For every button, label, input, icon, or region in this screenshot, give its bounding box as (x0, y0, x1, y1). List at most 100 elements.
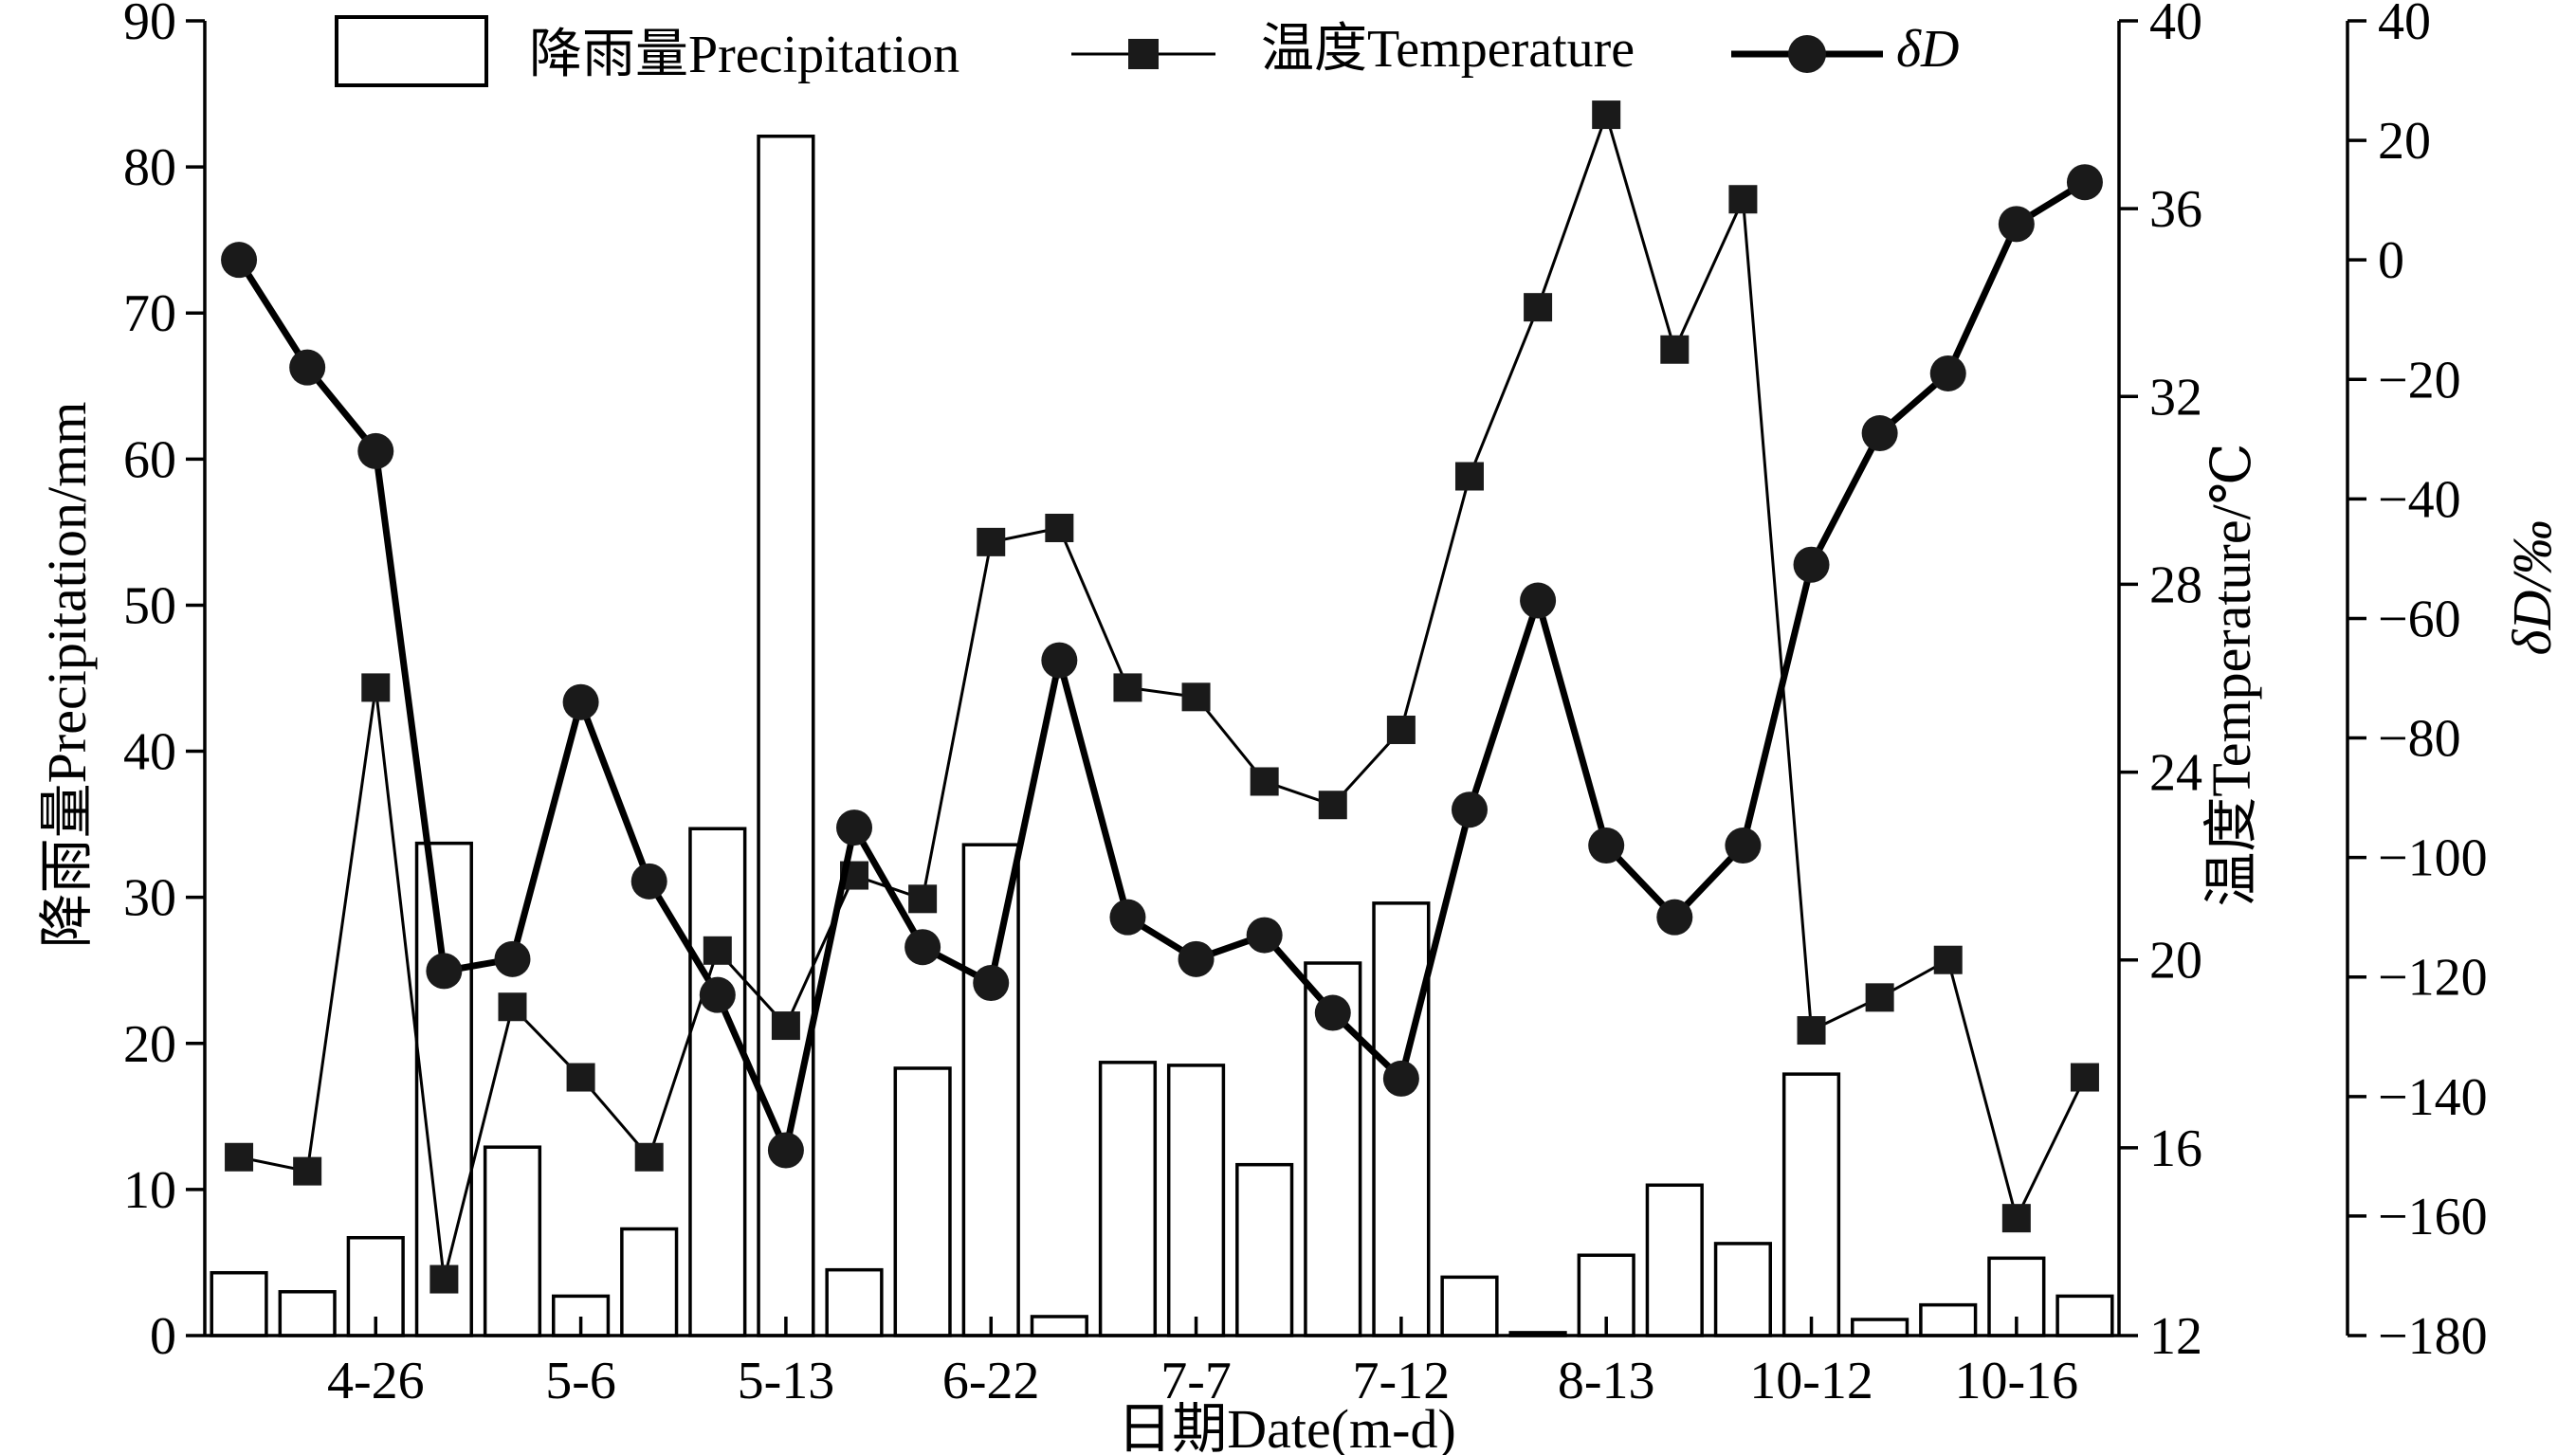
delta-d-point (904, 929, 941, 966)
delta-d-point (1793, 546, 1830, 583)
temperature-point (1045, 513, 1074, 542)
delta-d-point (630, 863, 667, 900)
temperature-point (293, 1156, 322, 1186)
precipitation-bar (414, 841, 473, 1337)
right2-tick-label: 0 (2378, 231, 2404, 290)
temperature-point (1524, 293, 1553, 322)
right1-tick-label: 32 (2149, 368, 2202, 427)
temperature-point (1933, 945, 1963, 974)
delta-d-point (1109, 899, 1146, 936)
left-tick-label: 0 (150, 1307, 176, 1366)
right2-tick-label: −40 (2378, 470, 2461, 529)
temperature-point (1797, 1016, 1826, 1046)
right1-tick-label: 24 (2149, 744, 2202, 803)
temperature-point (703, 936, 732, 965)
delta-d-point (1656, 899, 1693, 936)
delta-d-point (426, 953, 463, 990)
delta-d-point (1178, 940, 1215, 977)
temperature-point (1660, 335, 1690, 364)
right2-tick-label: −160 (2378, 1188, 2488, 1246)
temperature-series (225, 100, 2099, 1294)
left-tick-label: 10 (123, 1161, 176, 1220)
precipitation-bar (1440, 1275, 1499, 1337)
right1-tick-label: 28 (2149, 555, 2202, 614)
precipitation-bar (1030, 1315, 1088, 1337)
temperature-point (429, 1264, 459, 1294)
legend-dd-marker (1788, 35, 1826, 73)
precipitation-bar (1235, 1162, 1294, 1337)
temperature-point (634, 1142, 664, 1172)
temperature-point (2070, 1063, 2099, 1092)
temperature-point (1386, 715, 1416, 744)
x-tick-label: 8-13 (1558, 1352, 1655, 1410)
right1-tick-label: 16 (2149, 1119, 2202, 1178)
precipitation-bar (1304, 961, 1362, 1337)
temperature-point (1454, 462, 1484, 491)
delta-d-point (699, 976, 736, 1013)
right2-tick-label: 40 (2378, 0, 2431, 51)
delta-d-series (221, 164, 2103, 1169)
delta-d-point (1041, 642, 1078, 679)
x-tick-label: 10-12 (1749, 1352, 1873, 1410)
x-tick-label: 5-13 (738, 1352, 835, 1410)
precipitation-bar (278, 1290, 337, 1337)
temperature-point (1113, 673, 1142, 702)
temperature-point (1181, 682, 1211, 712)
delta-d-point (494, 940, 531, 977)
right2-axis-title: δD/‰ (2501, 520, 2563, 656)
precipitation-bar (1781, 1072, 1841, 1337)
delta-d-point (767, 1132, 804, 1169)
legend-temperature-marker (1128, 39, 1159, 69)
delta-d-point (1998, 206, 2035, 243)
delta-d-point (1588, 828, 1625, 864)
delta-d-point (1929, 355, 1966, 391)
left-axis-title: 降雨量Precipitation/mm (36, 402, 98, 949)
left-tick-label: 60 (123, 430, 176, 489)
x-tick-label: 4-26 (327, 1352, 425, 1410)
legend-precipitation-swatch (335, 15, 488, 87)
precipitation-bar (961, 843, 1020, 1337)
right2-tick-label: −100 (2378, 829, 2488, 888)
precipitation-bar (1372, 901, 1431, 1337)
temperature-point (1592, 100, 1621, 130)
legend-precipitation-label: 降雨量Precipitation (529, 26, 959, 84)
left-tick-label: 50 (123, 576, 176, 635)
right2-tick-label: 20 (2378, 112, 2431, 171)
temperature-point (1728, 185, 1758, 214)
delta-d-point (1861, 415, 1898, 452)
temperature-point (771, 1011, 800, 1041)
delta-d-point (1725, 828, 1762, 864)
x-tick-label: 7-7 (1160, 1352, 1232, 1410)
delta-d-point (1520, 582, 1557, 619)
delta-d-point (836, 809, 873, 846)
precipitation-bar (1919, 1302, 1978, 1337)
delta-d-point (1246, 917, 1283, 954)
delta-d-point (1314, 994, 1351, 1031)
delta-d-point (1382, 1060, 1419, 1097)
precipitation-bar (2055, 1294, 2114, 1337)
temperature-point (908, 884, 938, 914)
x-tick-label: 10-16 (1955, 1352, 2079, 1410)
right1-axis-title: 温度Temperature/℃ (2201, 443, 2262, 906)
right1-tick-label: 20 (2149, 932, 2202, 991)
delta-d-point (289, 349, 326, 386)
left-tick-label: 20 (123, 1015, 176, 1074)
precipitation-bar (1098, 1061, 1158, 1337)
temperature-point (498, 992, 527, 1022)
precipitation-bar (1166, 1064, 1226, 1337)
x-tick-label: 7-12 (1353, 1352, 1451, 1410)
legend-dd-label: δD (1896, 20, 1959, 79)
x-tick-label: 6-22 (942, 1352, 1040, 1410)
precipitation-bar (825, 1267, 884, 1337)
precipitation-bar (893, 1066, 952, 1337)
right2-tick-label: −180 (2378, 1307, 2488, 1366)
left-tick-label: 30 (123, 869, 176, 928)
x-tick-label: 5-6 (545, 1352, 616, 1410)
right2-tick-label: −80 (2378, 710, 2461, 769)
left-tick-label: 90 (123, 0, 176, 51)
temperature-point (225, 1142, 254, 1172)
delta-d-point (973, 965, 1010, 1002)
precipitation-bar (1851, 1318, 1909, 1337)
delta-d-point (1451, 791, 1488, 828)
